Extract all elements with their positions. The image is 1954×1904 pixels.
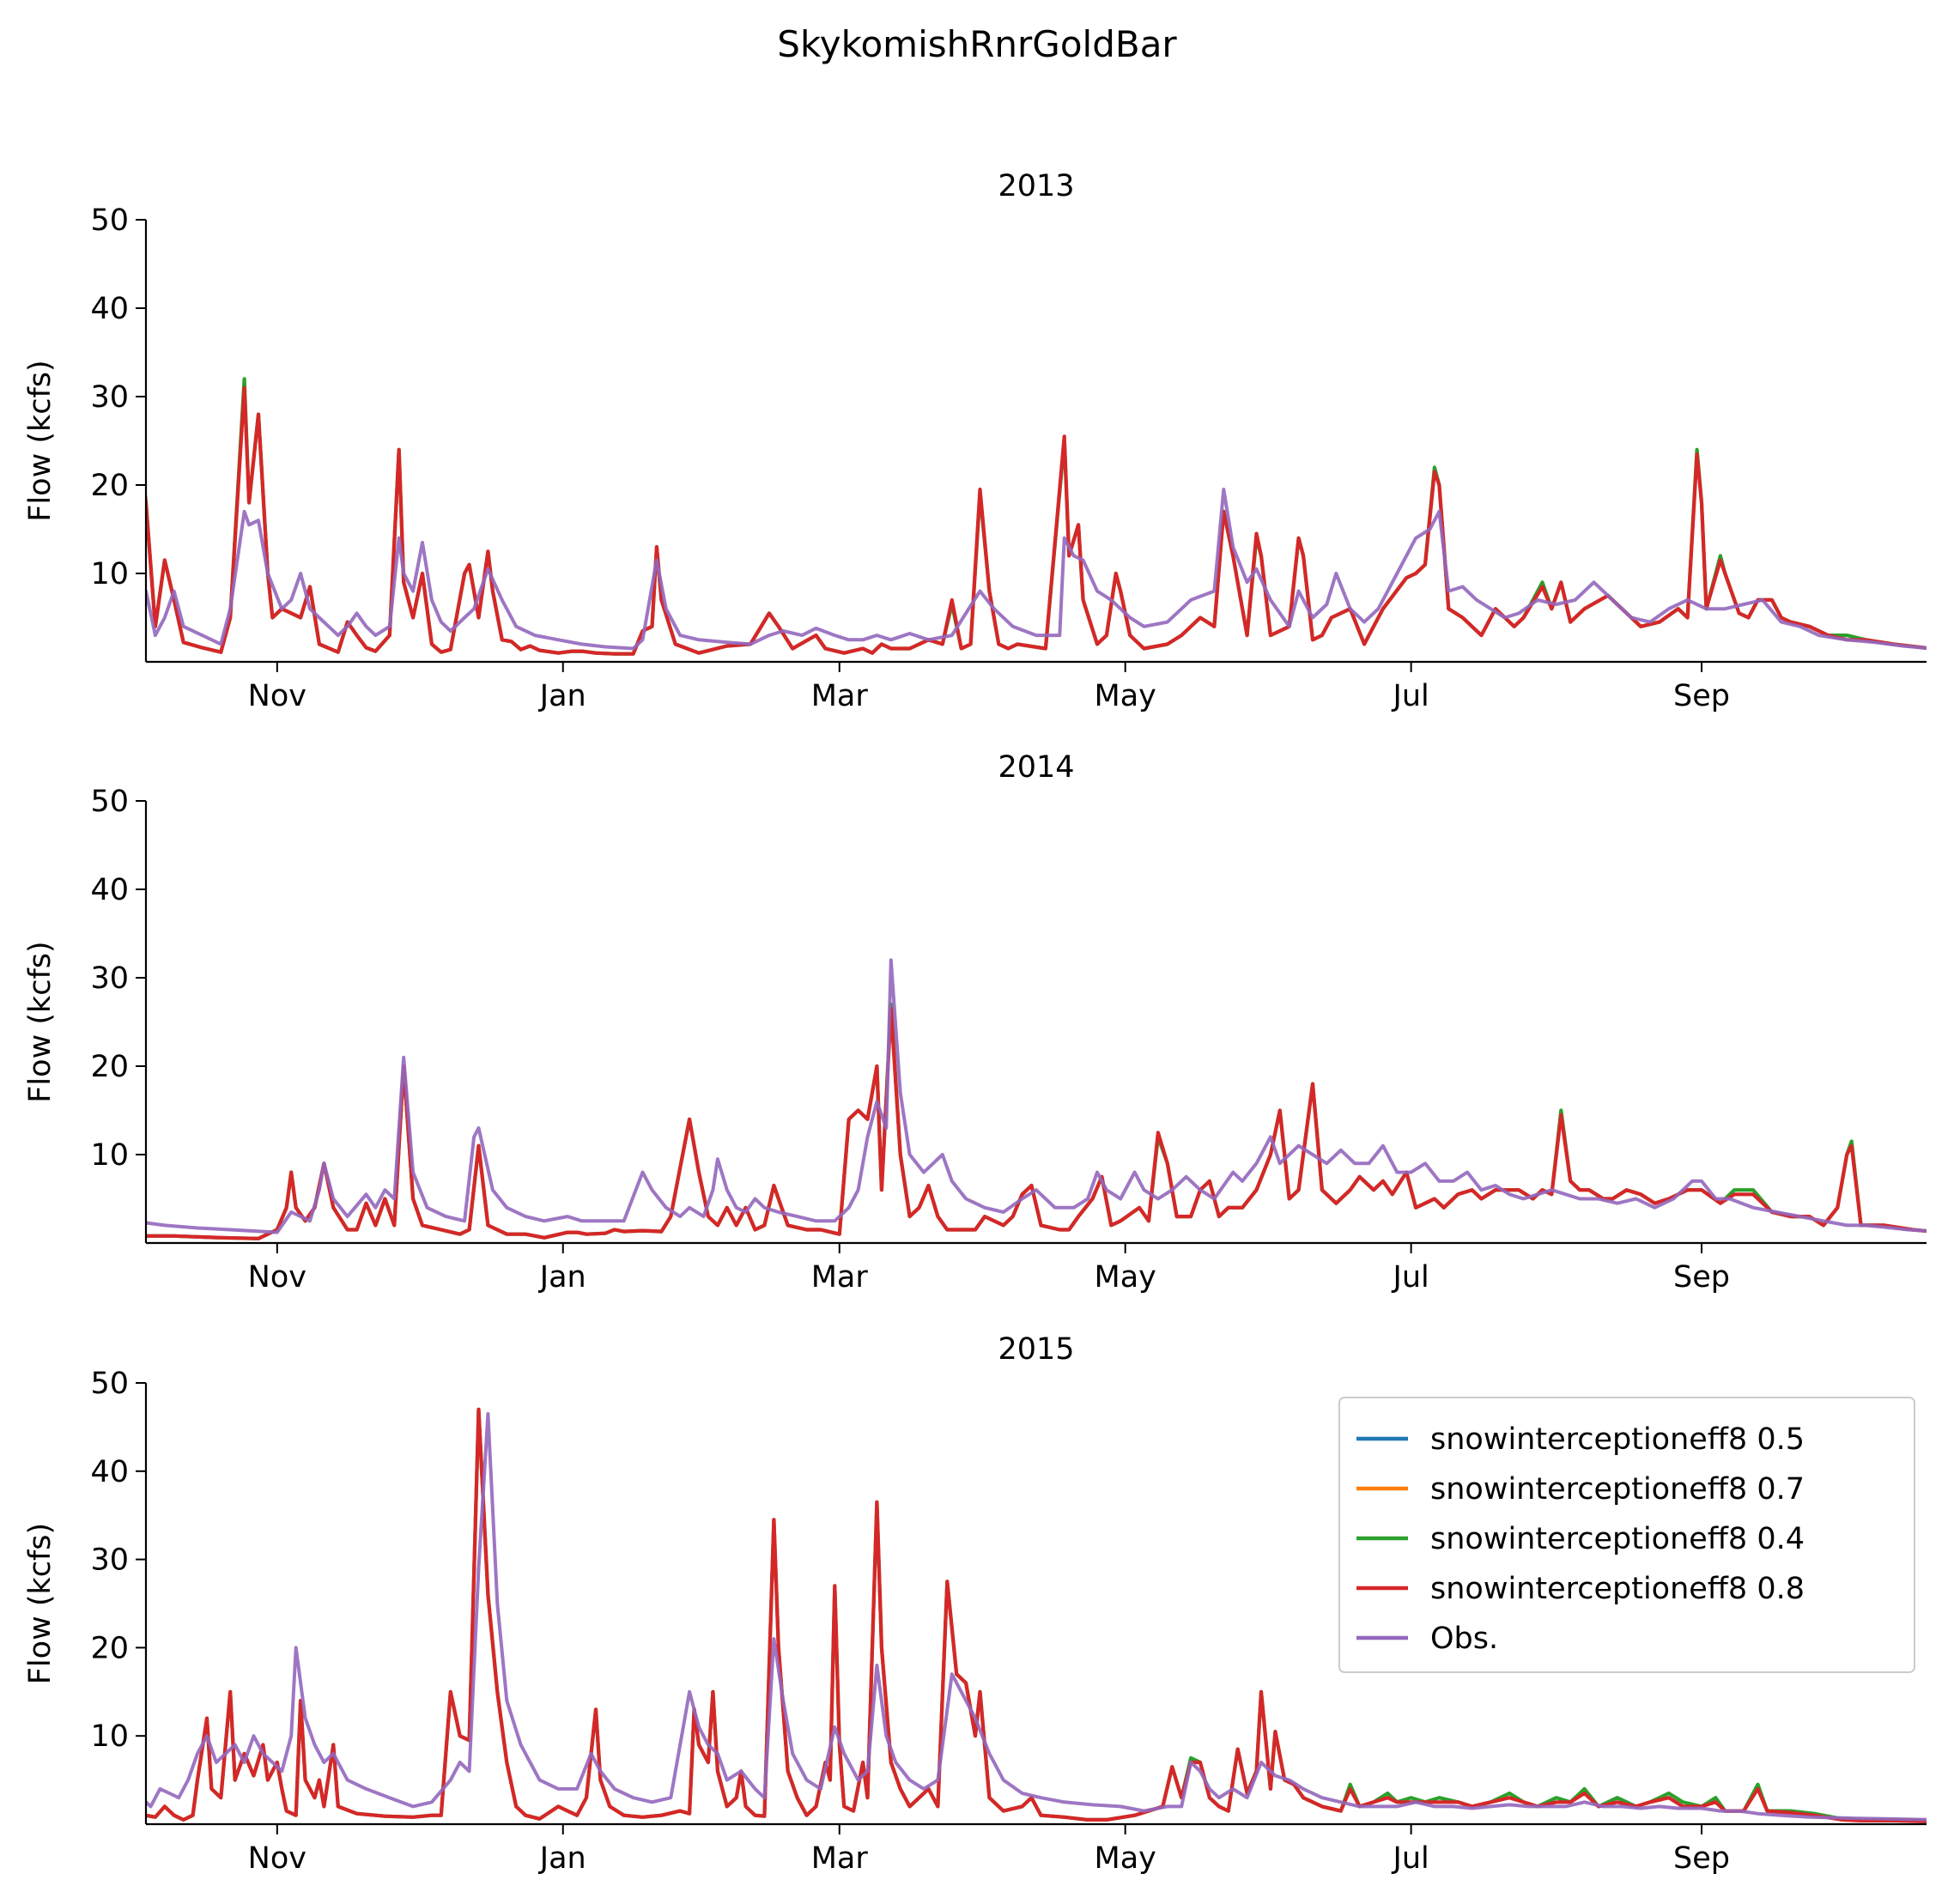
x-tick-label: Sep	[1673, 1841, 1730, 1876]
x-tick-label: Sep	[1673, 1260, 1730, 1295]
subplot-title: 2013	[998, 169, 1074, 203]
x-tick-label: Jul	[1392, 1260, 1429, 1295]
subplot-2014: 2014 Flow (kcfs) 10 20 30 40 50 Nov Jan Mar May Jul…	[23, 750, 1927, 1295]
x-tick-label: Jul	[1392, 679, 1429, 713]
series-group	[146, 958, 1927, 1240]
legend-label: snowinterceptioneff8 0.8	[1430, 1572, 1805, 1606]
y-tick-label: 50	[90, 785, 129, 819]
x-tick-label: Jan	[538, 1260, 586, 1295]
x-tick-label: May	[1095, 1260, 1156, 1295]
y-tick-label: 20	[90, 469, 129, 503]
series-group	[146, 1407, 1927, 1823]
y-tick-label: 40	[90, 292, 129, 326]
subplot-2015: 2015 Flow (kcfs) 10 20 30 40 50 Nov Jan Mar May Jul…	[23, 1332, 1927, 1876]
x-tick-label: Jul	[1392, 1841, 1429, 1876]
y-tick-label: 50	[90, 203, 129, 238]
y-axis-label: Flow (kcfs)	[23, 941, 58, 1102]
series-line-snowinterceptioneff8-0-4	[146, 377, 1927, 656]
series-line-snowinterceptioneff8-0-4	[146, 1002, 1927, 1240]
y-axis-label: Flow (kcfs)	[23, 360, 58, 521]
series-line-obs-	[146, 488, 1927, 651]
legend-label: snowinterceptioneff8 0.5	[1430, 1422, 1805, 1457]
legend-frame	[1338, 1397, 1915, 1673]
y-tick-label: 10	[90, 1719, 129, 1754]
series-line-snowinterceptioneff8-0-8	[146, 1407, 1927, 1823]
y-tick-label: 20	[90, 1631, 129, 1665]
x-tick-label: Sep	[1673, 679, 1730, 713]
x-tick-label: Nov	[248, 679, 306, 713]
x-tick-label: Jan	[538, 1841, 586, 1876]
y-tick-label: 40	[90, 873, 129, 907]
series-line-snowinterceptioneff8-0-8	[146, 385, 1927, 656]
y-tick-label: 40	[90, 1455, 129, 1489]
x-tick-label: Nov	[248, 1260, 306, 1295]
y-axis-label: Flow (kcfs)	[23, 1523, 58, 1684]
subplot-2013: 2013 Flow (kcfs) 10 20 30 40 50 Nov Jan Mar May Jul…	[23, 169, 1927, 713]
legend-label: snowinterceptioneff8 0.7	[1430, 1472, 1805, 1507]
series-line-obs-	[146, 1412, 1927, 1822]
x-tick-label: May	[1095, 679, 1156, 713]
series-line-obs-	[146, 958, 1927, 1234]
y-tick-label: 50	[90, 1367, 129, 1401]
x-tick-label: Mar	[811, 1260, 869, 1295]
series-group	[146, 377, 1927, 656]
legend: snowinterceptioneff8 0.5 snowinterception…	[1338, 1397, 1915, 1673]
legend-label: Obs.	[1430, 1622, 1498, 1656]
x-tick-label: Mar	[811, 679, 869, 713]
subplot-title: 2014	[998, 750, 1074, 785]
x-tick-label: Jan	[538, 679, 586, 713]
y-tick-label: 30	[90, 380, 129, 415]
series-line-snowinterceptioneff8-0-8	[146, 1006, 1927, 1240]
figure-suptitle: SkykomishRnrGoldBar	[777, 23, 1177, 65]
y-tick-label: 10	[90, 557, 129, 591]
x-tick-label: Nov	[248, 1841, 306, 1876]
y-tick-label: 30	[90, 1543, 129, 1578]
x-tick-label: Mar	[811, 1841, 869, 1876]
y-tick-label: 10	[90, 1138, 129, 1173]
legend-label: snowinterceptioneff8 0.4	[1430, 1522, 1805, 1556]
x-tick-label: May	[1095, 1841, 1156, 1876]
y-tick-label: 20	[90, 1050, 129, 1084]
subplot-title: 2015	[998, 1332, 1074, 1367]
y-tick-label: 30	[90, 961, 129, 996]
